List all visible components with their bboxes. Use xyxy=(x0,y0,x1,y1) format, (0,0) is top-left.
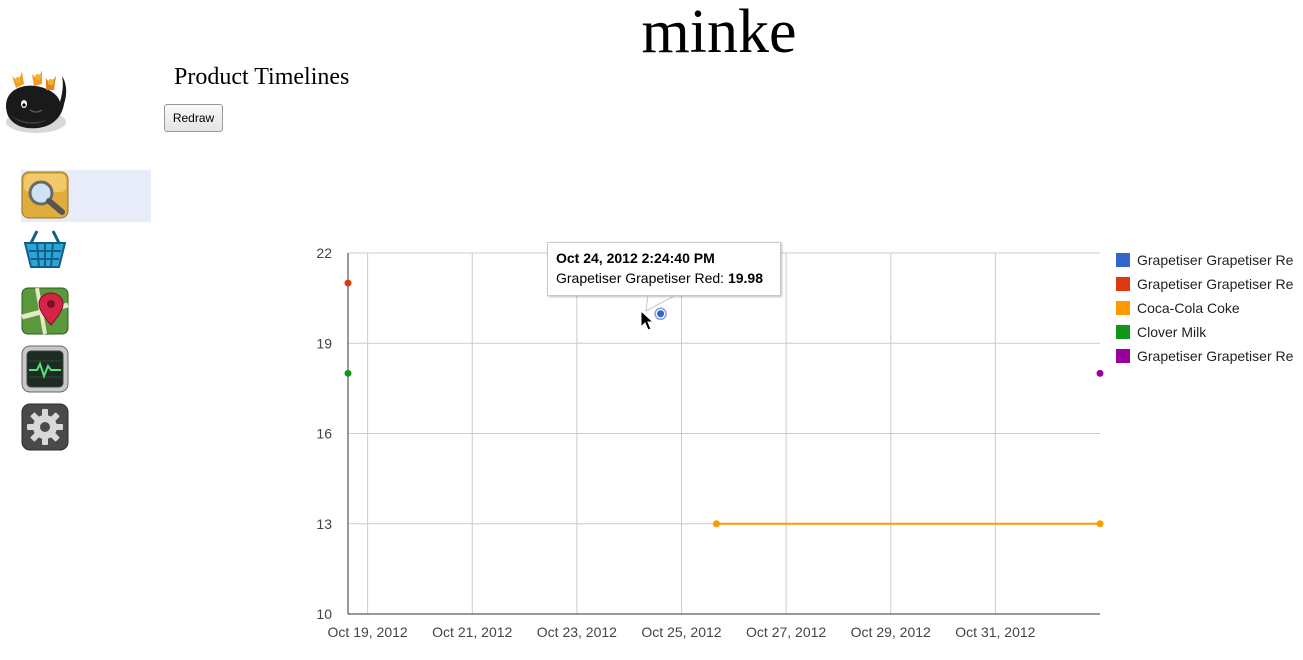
x-tick-label: Oct 19, 2012 xyxy=(328,624,408,640)
data-point xyxy=(1096,369,1104,377)
search-icon xyxy=(21,171,69,219)
data-point xyxy=(344,279,352,287)
legend-swatch xyxy=(1116,349,1130,363)
data-point xyxy=(1096,520,1104,528)
sidebar-item-settings[interactable] xyxy=(21,402,151,454)
legend-label: Grapetiser Grapetiser Re xyxy=(1137,348,1294,364)
x-tick-label: Oct 29, 2012 xyxy=(851,624,931,640)
y-tick-label: 10 xyxy=(316,606,332,622)
x-tick-label: Oct 31, 2012 xyxy=(955,624,1035,640)
x-tick-label: Oct 21, 2012 xyxy=(432,624,512,640)
legend-swatch xyxy=(1116,253,1130,267)
tooltip-value: 19.98 xyxy=(727,270,764,286)
chart-tooltip: Oct 24, 2012 2:24:40 PM Grapetiser Grape… xyxy=(547,242,781,296)
sidebar-item-basket[interactable] xyxy=(21,226,151,278)
tooltip-pointer xyxy=(645,295,677,312)
minke-whale-logo xyxy=(6,70,67,133)
legend-swatch xyxy=(1116,325,1130,339)
gear-icon xyxy=(21,403,69,451)
basket-icon xyxy=(23,230,67,268)
tooltip-row: Grapetiser Grapetiser Red: 19.98 xyxy=(556,270,772,286)
y-tick-label: 19 xyxy=(316,335,332,351)
legend-swatch xyxy=(1116,301,1130,315)
legend-swatch xyxy=(1116,277,1130,291)
mouse-cursor-icon xyxy=(640,310,654,331)
sidebar-item-activity[interactable] xyxy=(21,344,151,396)
legend-label: Grapetiser Grapetiser Re xyxy=(1137,252,1294,268)
sidebar-item-map[interactable] xyxy=(21,286,151,338)
x-tick-label: Oct 23, 2012 xyxy=(537,624,617,640)
page-heading: Product Timelines xyxy=(174,64,350,90)
site-title: minke xyxy=(641,0,797,66)
hovered-point-ring xyxy=(654,307,667,321)
activity-monitor-icon xyxy=(21,345,69,393)
redraw-button[interactable]: Redraw xyxy=(164,104,223,132)
legend-label: Clover Milk xyxy=(1137,324,1207,340)
x-tick-label: Oct 27, 2012 xyxy=(746,624,826,640)
y-tick-label: 22 xyxy=(316,245,332,261)
data-point xyxy=(657,310,665,318)
data-point xyxy=(712,520,720,528)
x-tick-label: Oct 25, 2012 xyxy=(641,624,721,640)
legend-label: Grapetiser Grapetiser Re xyxy=(1137,276,1294,292)
legend-label: Coca-Cola Coke xyxy=(1137,300,1240,316)
map-pin-icon xyxy=(21,287,69,335)
sidebar-item-search[interactable] xyxy=(21,170,151,222)
y-tick-label: 13 xyxy=(316,516,332,532)
tooltip-title: Oct 24, 2012 2:24:40 PM xyxy=(556,250,715,266)
data-point xyxy=(344,369,352,377)
tooltip-series: Grapetiser Grapetiser Red: xyxy=(556,270,725,286)
y-tick-label: 16 xyxy=(316,426,332,442)
